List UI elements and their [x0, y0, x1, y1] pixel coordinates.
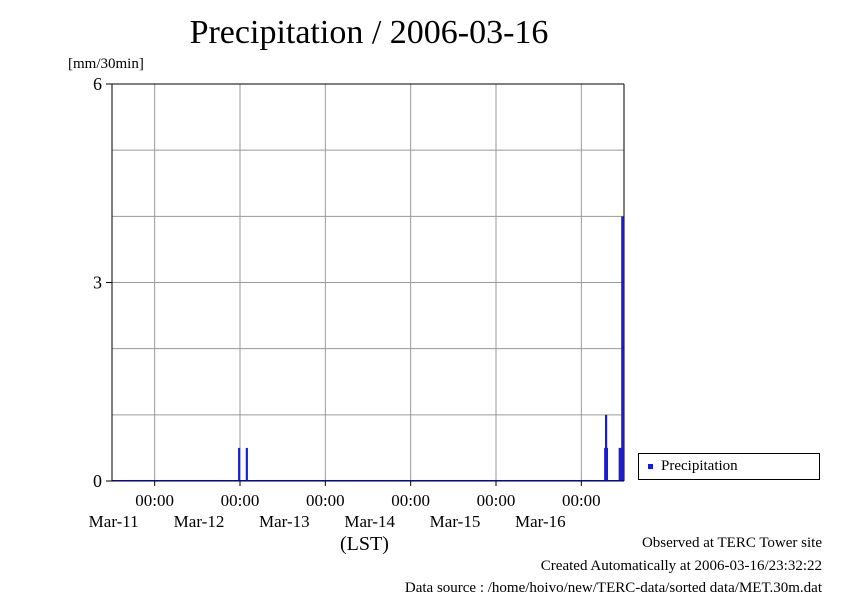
footer-observed: Observed at TERC Tower site [641, 535, 822, 551]
x-tick-date: Mar-15 [430, 512, 481, 531]
legend-swatch [648, 464, 653, 469]
x-tick-labels: 00:00Mar-1100:00Mar-1200:00Mar-1300:00Ma… [89, 491, 601, 531]
chart-title: Precipitation / 2006-03-16 [189, 14, 549, 51]
x-axis-label: (LST) [340, 533, 389, 555]
y-tick-labels: 0 3 6 [93, 74, 102, 491]
x-tick-time: 00:00 [562, 491, 601, 510]
x-tick-date: Mar-16 [515, 512, 566, 531]
x-tick-time: 00:00 [477, 491, 516, 510]
legend: Precipitation [638, 453, 820, 480]
x-tick-time: 00:00 [221, 491, 260, 510]
footer-source: Data source : /home/hoivo/new/TERC-data/… [404, 580, 822, 596]
x-tick-date: Mar-13 [259, 512, 310, 531]
x-tick-date: Mar-11 [89, 512, 139, 531]
x-tick-date: Mar-12 [174, 512, 225, 531]
axes [106, 83, 625, 486]
legend-label: Precipitation [661, 458, 738, 474]
y-tick-label: 3 [93, 273, 102, 293]
y-tick-label: 0 [93, 471, 102, 491]
y-tick-label: 6 [93, 74, 102, 94]
x-tick-time: 00:00 [135, 491, 174, 510]
x-tick-time: 00:00 [391, 491, 430, 510]
x-tick-date: Mar-14 [344, 512, 395, 531]
x-tick-time: 00:00 [306, 491, 345, 510]
y-axis-unit-label: [mm/30min] [68, 56, 144, 72]
grid-lines [112, 84, 624, 481]
footer-created: Created Automatically at 2006-03-16/23:3… [540, 558, 822, 574]
